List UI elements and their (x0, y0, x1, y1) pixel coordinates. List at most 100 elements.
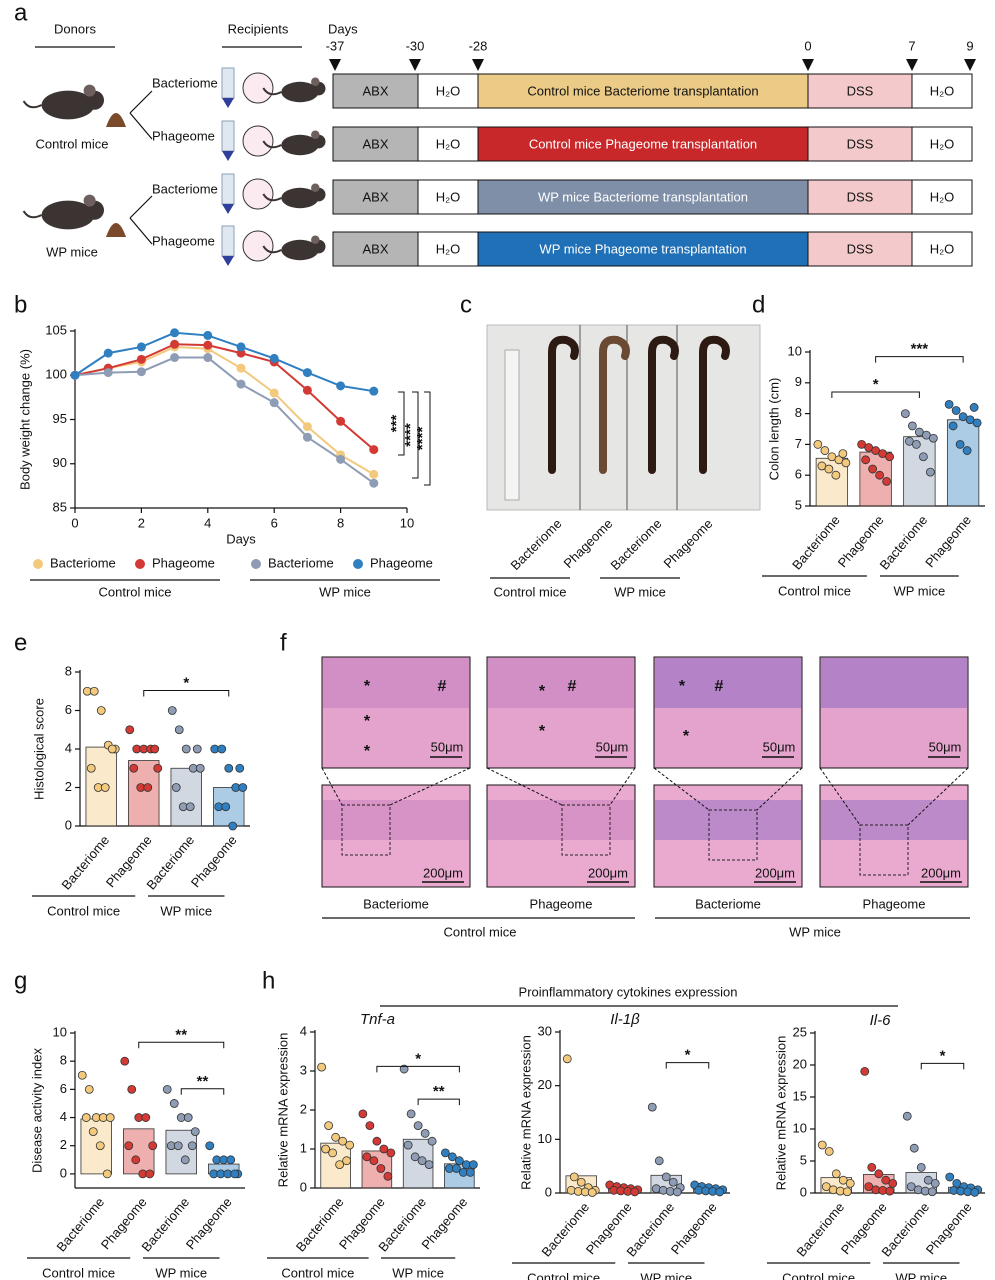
dot (817, 1140, 827, 1150)
mouse-tail (262, 140, 282, 149)
y-tick-label: 10 (788, 343, 802, 358)
histology-mucosa (488, 800, 634, 840)
day-marker (409, 59, 421, 71)
dot (447, 1152, 457, 1162)
y-tick-label: 30 (538, 1023, 552, 1038)
mouse-tail (22, 210, 43, 219)
recipient-label: Phageome (152, 128, 215, 143)
phase-label: WP mice Bacteriome transplantation (538, 189, 748, 204)
point (203, 340, 213, 350)
series-line (74, 356, 375, 485)
dot (331, 1132, 341, 1142)
histology-sample: Phageome (863, 896, 926, 911)
dot (451, 1164, 461, 1173)
bar (165, 1129, 197, 1175)
inset-box (708, 809, 758, 861)
phase-label: ABX (362, 189, 388, 204)
mouse-ear (311, 130, 320, 140)
dot (569, 1172, 579, 1182)
sig-label: **** (414, 427, 431, 451)
y-tick-label: 10 (793, 1120, 807, 1135)
sig-label: *** (911, 341, 929, 358)
y-tick-label: 105 (45, 322, 67, 337)
phase-box (417, 73, 479, 109)
point (136, 342, 146, 352)
day-marker (906, 59, 918, 71)
dot (955, 439, 965, 449)
mouse-ear (311, 235, 320, 245)
sig-label: ** (175, 1026, 187, 1043)
dot (909, 1143, 919, 1153)
group-label: WP mice (392, 1265, 444, 1280)
phase-box (477, 179, 809, 215)
phase-label: H₂O (436, 241, 461, 256)
y-tick-label: 3 (300, 1062, 307, 1077)
dot (468, 1160, 478, 1169)
y-tick-label: 0 (800, 1184, 807, 1199)
phase-label: H₂O (930, 136, 955, 151)
phase-box (807, 231, 913, 267)
dot (420, 1129, 430, 1138)
phase-label: H₂O (930, 189, 955, 204)
dot (100, 783, 110, 792)
point (103, 348, 113, 358)
day-label: -30 (406, 38, 425, 53)
phase-box (417, 179, 479, 215)
dot (427, 1136, 437, 1146)
lesion-mark: * (683, 728, 690, 745)
y-axis-label: Relative mRNA expression (773, 1036, 788, 1191)
point (269, 353, 279, 363)
mouse-tail (22, 100, 43, 109)
y-tick-label: 5 (800, 1152, 807, 1167)
legend-marker (33, 559, 43, 569)
dot (831, 470, 841, 480)
photo-group: Control mice (494, 584, 567, 599)
dot (195, 763, 205, 773)
x-tick-label: Bacteriome (538, 1199, 592, 1259)
x-tick-label: Phageome (922, 512, 974, 570)
y-tick-label: 10 (538, 1131, 552, 1146)
dot (562, 1054, 572, 1064)
phase-label: DSS (847, 136, 874, 151)
dot (221, 802, 231, 812)
y-axis-label: Colon length (cm) (766, 378, 781, 481)
phase-label: ABX (362, 83, 388, 98)
point (369, 478, 379, 488)
point (336, 416, 346, 426)
phase-box (911, 231, 973, 267)
dot (882, 476, 892, 486)
panel-label: b (14, 291, 27, 318)
dot (911, 439, 921, 449)
mouse-ear (311, 183, 320, 193)
x-tick-label: Bacteriome (58, 832, 112, 892)
dot (148, 1141, 158, 1151)
histology-mucosa (323, 658, 469, 708)
dot (124, 1141, 134, 1151)
sig-bracket (398, 391, 405, 456)
point (236, 363, 246, 373)
point (170, 328, 180, 338)
recipient-label: Bacteriome (152, 75, 218, 90)
point (302, 432, 312, 442)
dot (842, 1187, 852, 1197)
dot (383, 1171, 393, 1181)
phase-label: H₂O (436, 136, 461, 151)
mouse-ear (83, 194, 96, 207)
sig-label: * (685, 1047, 691, 1064)
sig-label: *** (388, 415, 405, 433)
x-tick-label: 0 (71, 515, 78, 530)
dot (235, 763, 245, 773)
mouse-tail (262, 87, 282, 96)
dot (181, 744, 191, 754)
y-axis-label: Disease activity index (29, 1048, 44, 1173)
photo-sample: Phageome (660, 516, 715, 571)
point (136, 354, 146, 364)
point (369, 445, 379, 455)
phase-box (477, 126, 809, 162)
dot (226, 1155, 236, 1165)
dot (88, 1127, 98, 1137)
point (236, 342, 246, 352)
y-tick-label: 0 (545, 1184, 552, 1199)
histology-mucosa (821, 800, 967, 840)
x-axis-label: Days (226, 531, 256, 546)
